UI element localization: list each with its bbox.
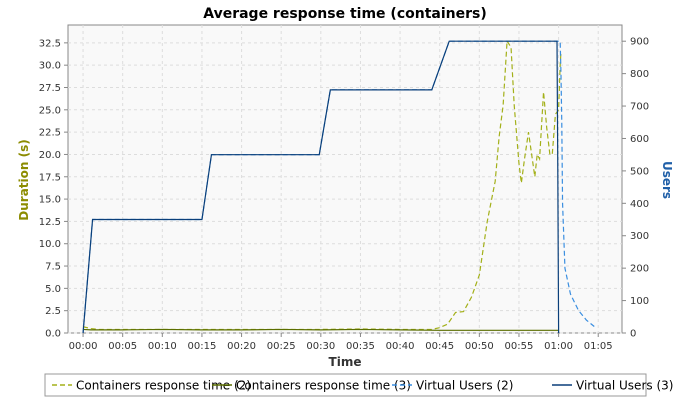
y-left-tick-label: 2.5 — [45, 306, 61, 317]
x-tick-label: 00:00 — [69, 341, 98, 352]
y-left-tick-label: 7.5 — [45, 262, 61, 273]
x-tick-label: 00:55 — [505, 341, 534, 352]
legend-label-4: Virtual Users (3) — [576, 379, 673, 393]
legend-label-2: Containers response time (3) — [236, 379, 411, 393]
y-right-tick-label: 300 — [630, 231, 649, 242]
legend-box — [44, 373, 647, 397]
x-tick-label: 00:40 — [386, 341, 415, 352]
axes: 00:00 00:05 00:10 00:15 00:20 00:25 00:30 00:35… — [39, 37, 649, 352]
y-right-tick-label: 800 — [630, 69, 649, 80]
series-line-4 — [82, 40, 560, 334]
series-line-2 — [83, 328, 559, 331]
legend-label-1: Containers response time (2) — [76, 379, 251, 393]
x-tick-label: 00:25 — [267, 341, 296, 352]
y-left-tick-label: 25.0 — [39, 105, 61, 116]
y-right-tick-label: 700 — [630, 102, 649, 113]
y-right-tick-label: 200 — [630, 264, 649, 275]
y-right-tick-label: 100 — [630, 296, 649, 307]
chart-title: Average response time (containers) — [203, 6, 487, 22]
x-tick-label: 00:50 — [465, 341, 494, 352]
y-left-tick-label: 27.5 — [39, 83, 61, 94]
y-left-tick-label: 15.0 — [39, 195, 61, 206]
y-left-tick-label: 10.0 — [39, 239, 61, 250]
x-tick-label: 00:15 — [188, 341, 217, 352]
series-layer — [82, 39, 595, 334]
y-left-tick-label: 32.5 — [39, 38, 61, 49]
x-tick-label: 01:00 — [544, 341, 573, 352]
x-tick-label: 00:30 — [306, 341, 335, 352]
x-tick-label: 00:10 — [148, 341, 177, 352]
y-left-tick-label: 12.5 — [39, 217, 61, 228]
y-right-tick-label: 0 — [630, 329, 636, 340]
y-left-tick-label: 20.0 — [39, 150, 61, 161]
y-left-tick-label: 30.0 — [39, 61, 61, 72]
legend: Containers response time (2)Containers r… — [44, 373, 673, 397]
legend-label-3: Virtual Users (2) — [416, 379, 513, 393]
y-right-tick-label: 400 — [630, 199, 649, 210]
y-axis-left-title: Duration (s) — [17, 139, 31, 220]
y-axis-right-title: Users — [660, 161, 674, 199]
y-left-tick-label: 17.5 — [39, 172, 61, 183]
y-left-tick-label: 5.0 — [45, 284, 61, 295]
y-right-tick-label: 500 — [630, 166, 649, 177]
y-left-tick-label: 22.5 — [39, 128, 61, 139]
x-tick-label: 00:35 — [346, 341, 375, 352]
y-right-tick-label: 900 — [630, 37, 649, 48]
x-tick-label: 01:05 — [584, 341, 613, 352]
x-tick-label: 00:05 — [108, 341, 137, 352]
x-axis-title: Time — [329, 355, 362, 369]
plot-area — [67, 24, 623, 334]
x-tick-label: 00:45 — [425, 341, 454, 352]
y-left-tick-label: 0.0 — [45, 329, 61, 340]
y-right-tick-label: 600 — [630, 134, 649, 145]
grid-lines — [68, 25, 622, 334]
x-tick-label: 00:20 — [227, 341, 256, 352]
